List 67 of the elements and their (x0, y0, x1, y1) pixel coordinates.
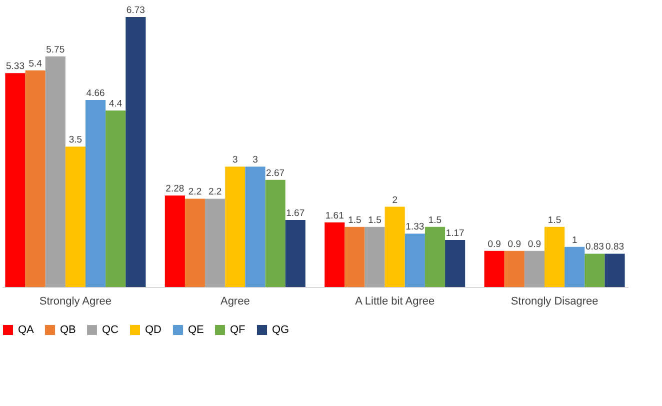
data-label: 1.5 (428, 214, 442, 226)
data-label: 1.61 (325, 210, 344, 222)
x-tick-label: A Little bit Agree (355, 296, 435, 308)
data-label: 1.5 (348, 214, 362, 226)
data-label: 1.67 (286, 208, 305, 219)
legend-label: QD (145, 324, 162, 336)
data-label: 5.33 (6, 61, 24, 72)
bar (484, 250, 504, 287)
legend-label: QF (230, 324, 246, 336)
bar (265, 180, 286, 287)
bar (25, 70, 46, 287)
bar (504, 250, 524, 287)
bar (65, 146, 86, 287)
bar (584, 254, 605, 287)
bar (324, 222, 345, 287)
data-label: 2 (392, 194, 398, 206)
data-label: 2.28 (166, 184, 184, 195)
data-label: 0.9 (528, 238, 542, 250)
bar (344, 226, 365, 287)
bar (5, 73, 26, 287)
data-label: 0.9 (508, 238, 521, 250)
data-label: 4.66 (86, 88, 105, 100)
data-label: 4.4 (109, 98, 122, 110)
x-tick-label: Strongly Agree (39, 296, 112, 308)
data-label: 2.2 (188, 186, 202, 198)
bar (424, 226, 446, 287)
data-label: 3 (232, 154, 238, 166)
data-label: 1.17 (446, 228, 464, 240)
data-label: 2.67 (266, 168, 285, 179)
bar (205, 198, 226, 287)
bar (384, 206, 405, 287)
data-label: 1.33 (406, 222, 424, 233)
data-label: 0.83 (585, 242, 604, 253)
bar (245, 166, 266, 287)
data-label: 6.73 (126, 5, 145, 16)
bar (184, 198, 206, 287)
bar (445, 240, 466, 287)
bar (404, 234, 425, 287)
bar (45, 56, 66, 287)
bar (285, 220, 306, 287)
bar (364, 226, 385, 287)
legend-label: QG (272, 324, 290, 336)
legend-label: QE (188, 324, 204, 336)
bar (544, 226, 565, 287)
bar (225, 166, 246, 287)
legend-label: QA (18, 324, 35, 336)
data-label: 0.83 (606, 242, 624, 253)
bar (106, 110, 126, 287)
bar (126, 17, 146, 287)
data-label: 1.5 (368, 214, 382, 226)
legend-label: QB (60, 324, 76, 336)
bar (604, 254, 625, 287)
data-label: 2.2 (208, 186, 222, 198)
bar (564, 246, 585, 287)
bar (164, 196, 185, 287)
legend-label: QC (102, 324, 119, 336)
data-label: 0.9 (488, 238, 501, 250)
data-label: 1.5 (548, 214, 562, 226)
bar (85, 100, 106, 287)
data-label: 3 (252, 154, 258, 166)
bar (524, 250, 545, 287)
data-label: 5.4 (28, 58, 42, 70)
x-tick-label: Strongly Disagree (510, 296, 598, 308)
data-label: 1 (572, 234, 578, 246)
data-label: 5.75 (46, 44, 65, 56)
x-tick-label: Agree (220, 296, 250, 308)
data-label: 3.5 (68, 134, 82, 146)
